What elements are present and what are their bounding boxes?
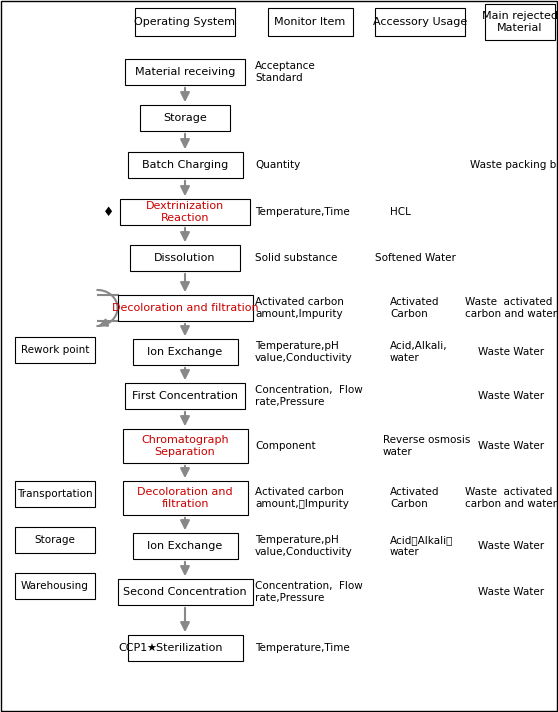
Text: Transportation: Transportation bbox=[17, 489, 93, 499]
Text: Monitor Item: Monitor Item bbox=[275, 17, 345, 27]
Text: Chromatograph
Separation: Chromatograph Separation bbox=[141, 435, 229, 457]
Bar bbox=[485, 4, 555, 40]
Text: Second Concentration: Second Concentration bbox=[123, 587, 247, 597]
Bar bbox=[15, 481, 95, 507]
Bar bbox=[15, 337, 95, 363]
Text: Dextrinization
Reaction: Dextrinization Reaction bbox=[146, 201, 224, 223]
Text: Operating System: Operating System bbox=[134, 17, 235, 27]
Text: Main rejected
Material: Main rejected Material bbox=[482, 11, 558, 33]
Text: Activated
Carbon: Activated Carbon bbox=[390, 297, 440, 319]
Bar bbox=[140, 105, 230, 131]
Bar bbox=[120, 199, 250, 225]
Text: Waste  activated
carbon and water: Waste activated carbon and water bbox=[465, 487, 557, 509]
Bar bbox=[118, 579, 253, 605]
Bar bbox=[267, 8, 353, 36]
Bar bbox=[125, 59, 245, 85]
Text: Acceptance
Standard: Acceptance Standard bbox=[255, 61, 316, 83]
Bar bbox=[130, 245, 240, 271]
Text: Quantity: Quantity bbox=[255, 160, 300, 170]
Text: Waste Water: Waste Water bbox=[478, 587, 544, 597]
Text: Temperature,pH
value,Conductivity: Temperature,pH value,Conductivity bbox=[255, 535, 353, 557]
Text: First Concentration: First Concentration bbox=[132, 391, 238, 401]
Bar bbox=[375, 8, 465, 36]
Text: Batch Charging: Batch Charging bbox=[142, 160, 228, 170]
Text: Waste Water: Waste Water bbox=[478, 391, 544, 401]
Text: Acid,Alkali,
water: Acid,Alkali, water bbox=[390, 341, 448, 363]
Text: Waste Water: Waste Water bbox=[478, 541, 544, 551]
Text: Storage: Storage bbox=[35, 535, 75, 545]
Bar bbox=[127, 152, 243, 178]
Text: HCL: HCL bbox=[390, 207, 411, 217]
Text: Accessory Usage: Accessory Usage bbox=[373, 17, 467, 27]
Bar bbox=[123, 481, 248, 515]
Text: Waste Water: Waste Water bbox=[478, 347, 544, 357]
Text: Reverse osmosis
water: Reverse osmosis water bbox=[383, 435, 470, 457]
Text: Acid，Alkali，
water: Acid，Alkali， water bbox=[390, 535, 453, 557]
Text: Waste Water: Waste Water bbox=[478, 441, 544, 451]
Text: Storage: Storage bbox=[163, 113, 207, 123]
Text: Waste  activated
carbon and water: Waste activated carbon and water bbox=[465, 297, 557, 319]
Text: Temperature,Time: Temperature,Time bbox=[255, 207, 350, 217]
Text: Softened Water: Softened Water bbox=[375, 253, 456, 263]
Bar bbox=[123, 429, 248, 463]
Text: Warehousing: Warehousing bbox=[21, 581, 89, 591]
Text: ★Sterilization: ★Sterilization bbox=[147, 643, 223, 653]
Text: Activated
Carbon: Activated Carbon bbox=[390, 487, 440, 509]
Text: Material receiving: Material receiving bbox=[135, 67, 235, 77]
Bar bbox=[118, 295, 253, 321]
Text: Activated carbon
amount,　Impurity: Activated carbon amount, Impurity bbox=[255, 487, 349, 509]
Text: Waste packing bag: Waste packing bag bbox=[470, 160, 558, 170]
Text: Decoloration and filtration: Decoloration and filtration bbox=[112, 303, 258, 313]
Text: Activated carbon
amount,Impurity: Activated carbon amount,Impurity bbox=[255, 297, 344, 319]
Bar bbox=[132, 339, 238, 365]
Text: Temperature,pH
value,Conductivity: Temperature,pH value,Conductivity bbox=[255, 341, 353, 363]
Text: Concentration,  Flow
rate,Pressure: Concentration, Flow rate,Pressure bbox=[255, 384, 363, 407]
Text: CCP1: CCP1 bbox=[118, 643, 148, 653]
Bar bbox=[127, 635, 243, 661]
Text: Solid substance: Solid substance bbox=[255, 253, 338, 263]
Text: Temperature,Time: Temperature,Time bbox=[255, 643, 350, 653]
Text: Component: Component bbox=[255, 441, 316, 451]
Text: Ion Exchange: Ion Exchange bbox=[147, 347, 223, 357]
Text: Concentration,  Flow
rate,Pressure: Concentration, Flow rate,Pressure bbox=[255, 581, 363, 603]
Bar bbox=[135, 8, 235, 36]
Bar bbox=[132, 533, 238, 559]
Bar bbox=[125, 383, 245, 409]
Bar bbox=[15, 527, 95, 553]
Text: Rework point: Rework point bbox=[21, 345, 89, 355]
Text: ♦: ♦ bbox=[103, 206, 114, 219]
Text: Decoloration and
filtration: Decoloration and filtration bbox=[137, 487, 233, 509]
Bar bbox=[15, 573, 95, 599]
Text: Dissolution: Dissolution bbox=[154, 253, 216, 263]
Text: Ion Exchange: Ion Exchange bbox=[147, 541, 223, 551]
